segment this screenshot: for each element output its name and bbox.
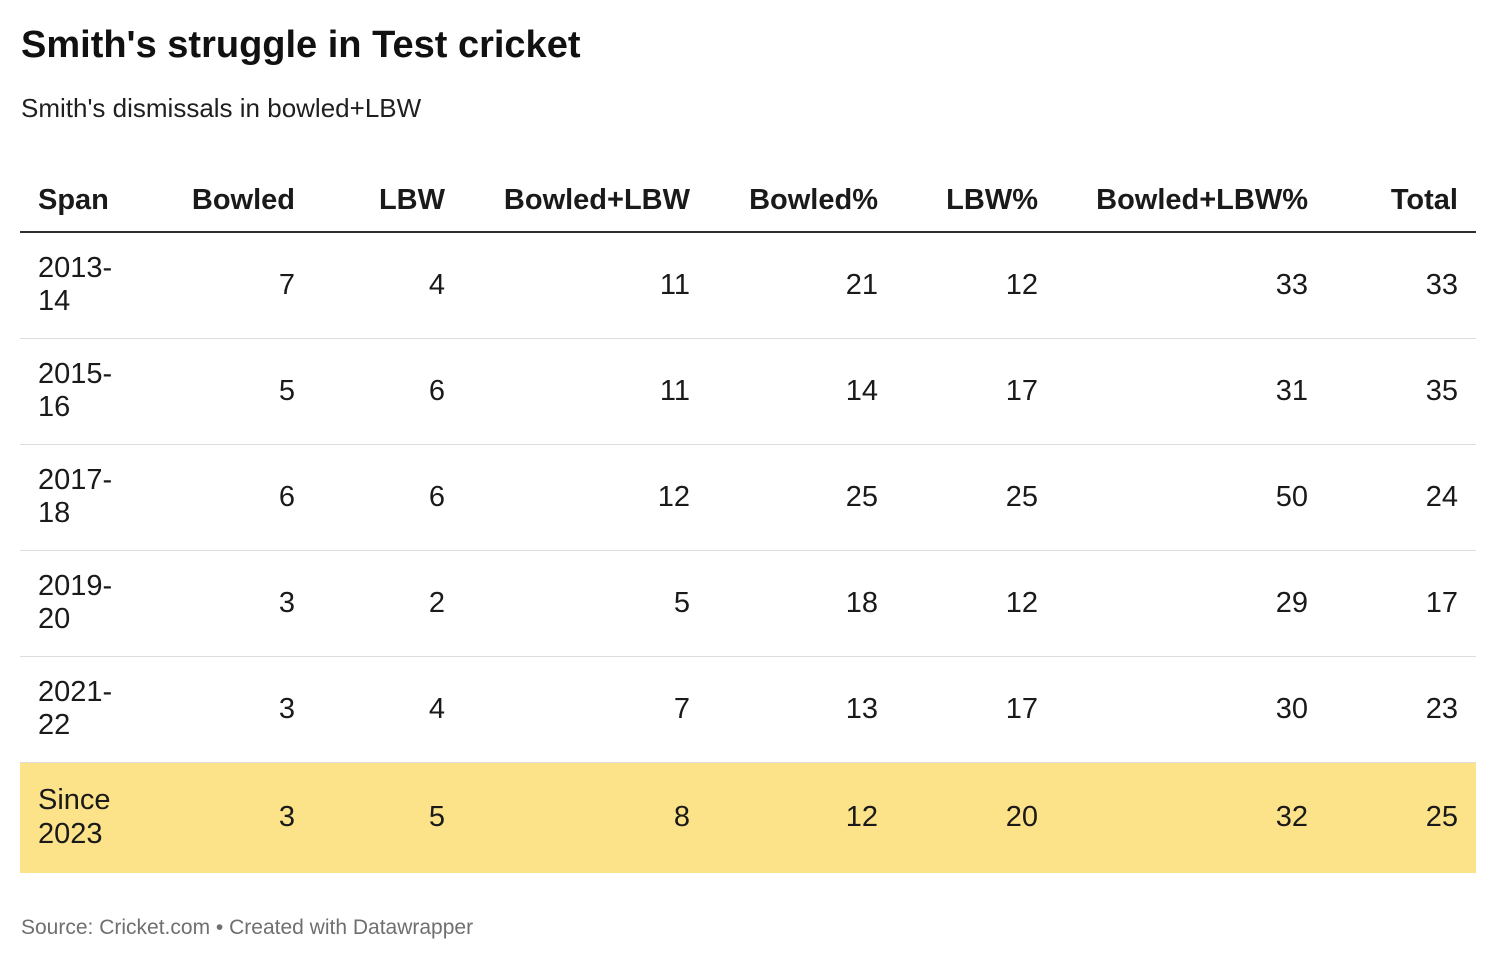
value-cell: 12 <box>845 801 878 834</box>
value-cell: 50 <box>1275 480 1308 513</box>
value-cell: 29 <box>1275 586 1308 619</box>
value-cell: 7 <box>278 268 295 301</box>
value-cell: 7 <box>673 692 690 725</box>
attribution-link[interactable]: Created with Datawrapper <box>229 916 474 939</box>
column-header-total: Total <box>1390 184 1458 216</box>
column-header-bowled-lbw: Bowled+LBW <box>503 184 690 216</box>
span-cell: 2017-18 <box>38 463 113 529</box>
source-link[interactable]: Cricket.com <box>99 916 211 939</box>
value-cell: 6 <box>428 374 445 407</box>
table-header: Span Bowled LBW Bowled+LBW Bowled% LBW% Bowled… <box>20 170 1476 232</box>
value-cell: 33 <box>1425 268 1458 301</box>
span-cell: 2015-16 <box>38 357 113 423</box>
value-cell: 12 <box>1005 268 1038 301</box>
column-header-span: Span <box>38 184 109 216</box>
value-cell: 31 <box>1275 374 1308 407</box>
column-header-lbw: LBW <box>378 184 445 216</box>
value-cell: 23 <box>1425 692 1458 725</box>
column-header-bowled-: Bowled% <box>749 184 878 216</box>
value-cell: 8 <box>673 801 690 834</box>
value-cell: 6 <box>278 480 295 513</box>
value-cell: 6 <box>428 480 445 513</box>
value-cell: 3 <box>278 586 295 619</box>
value-cell: 13 <box>845 692 878 725</box>
value-cell: 4 <box>428 692 445 725</box>
value-cell: 3 <box>278 801 295 834</box>
value-cell: 20 <box>1005 801 1038 834</box>
span-cell: 2019-20 <box>38 569 113 635</box>
value-cell: 33 <box>1275 268 1308 301</box>
value-cell: 11 <box>659 374 690 407</box>
value-cell: 17 <box>1005 692 1038 725</box>
table-header-row: Span Bowled LBW Bowled+LBW Bowled% LBW% Bowled… <box>20 170 1476 232</box>
value-cell: 32 <box>1275 801 1308 834</box>
footer: Source: Cricket.com • Created with Dataw… <box>20 916 1476 940</box>
value-cell: 21 <box>845 268 878 301</box>
value-cell: 17 <box>1005 374 1038 407</box>
value-cell: 5 <box>278 374 295 407</box>
data-table: Span Bowled LBW Bowled+LBW Bowled% LBW% Bowled… <box>20 170 1476 873</box>
column-header-lbw-: LBW% <box>946 184 1038 216</box>
page-title: Smith's struggle in Test cricket <box>21 24 581 66</box>
value-cell: 24 <box>1425 480 1458 513</box>
value-cell: 2 <box>428 586 445 619</box>
value-cell: 3 <box>278 692 295 725</box>
value-cell: 5 <box>673 586 690 619</box>
table-row: 2017-18 6 6 12 25 25 50 24 <box>20 444 1476 550</box>
value-cell: 4 <box>428 268 445 301</box>
value-cell: 14 <box>845 374 878 407</box>
value-cell: 11 <box>659 268 690 301</box>
value-cell: 30 <box>1275 692 1308 725</box>
table-body: 2013-14 7 4 11 21 12 33 33 2015-16 5 6 11 14 17 31 35 20… <box>20 232 1476 873</box>
table-row: 2019-20 3 2 5 18 12 29 17 <box>20 550 1476 656</box>
span-cell: Since 2023 <box>38 784 111 850</box>
value-cell: 17 <box>1425 586 1458 619</box>
value-cell: 25 <box>1005 480 1038 513</box>
span-cell: 2013-14 <box>38 251 113 318</box>
value-cell: 25 <box>845 480 878 513</box>
value-cell: 12 <box>1005 586 1038 619</box>
value-cell: 35 <box>1425 374 1458 407</box>
value-cell: 25 <box>1425 801 1458 834</box>
value-cell: 12 <box>657 480 690 513</box>
value-cell: 5 <box>428 801 445 834</box>
page-subtitle: Smith's dismissals in bowled+LBW <box>21 93 422 123</box>
span-cell: 2021-22 <box>38 675 113 741</box>
column-header-bowled-lbw-: Bowled+LBW% <box>1096 184 1308 216</box>
table-row: Since 2023 3 5 8 12 20 32 25 <box>20 762 1476 873</box>
column-header-bowled: Bowled <box>191 184 295 216</box>
source-label: Source: <box>21 916 94 939</box>
footer-separator: • <box>215 916 224 939</box>
table-row: 2013-14 7 4 11 21 12 33 33 <box>20 232 1476 338</box>
table-row: 2015-16 5 6 11 14 17 31 35 <box>20 338 1476 444</box>
value-cell: 18 <box>845 586 878 619</box>
table-row: 2021-22 3 4 7 13 17 30 23 <box>20 656 1476 762</box>
